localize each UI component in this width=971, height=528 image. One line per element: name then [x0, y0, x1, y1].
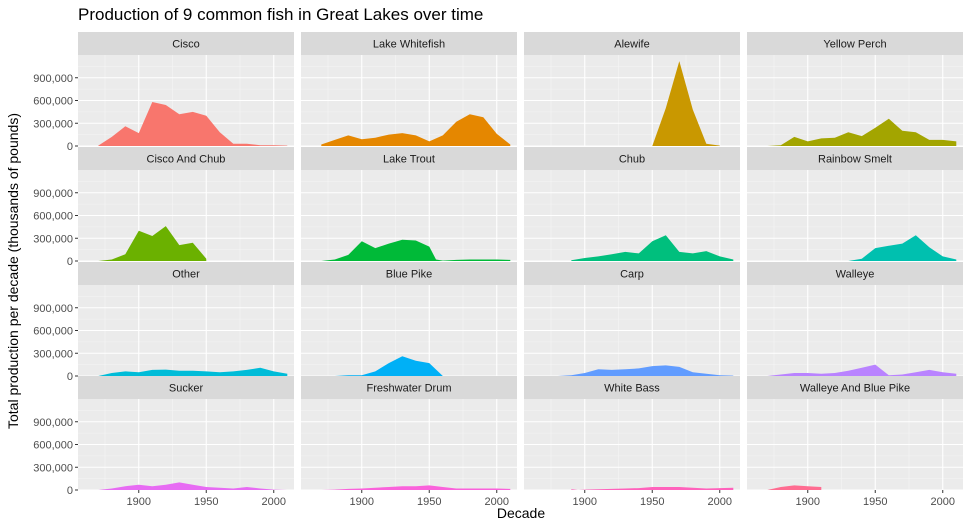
facet-cisco: Cisco: [78, 32, 294, 147]
facet-label: Walleye: [836, 269, 875, 281]
x-axis-title: Decade: [497, 505, 545, 521]
facet-label: White Bass: [604, 383, 660, 395]
area-walleye-and-blue-pike: [767, 485, 822, 490]
facet-sucker: Sucker: [78, 376, 294, 491]
area-chub: [571, 235, 734, 261]
area-lake-whitefish: [321, 114, 511, 146]
x-tick-label: 1950: [417, 496, 441, 508]
area-sucker: [98, 482, 288, 490]
y-tick-label: 0: [67, 256, 73, 268]
area-cisco: [98, 102, 288, 146]
facet-label: Cisco And Chub: [147, 154, 226, 166]
facet-panels: Cisco Lake Whitefish Alewife Yellow Perch Ci…: [78, 32, 963, 491]
area-other: [98, 367, 288, 376]
facet-strip: [747, 147, 963, 170]
facet-label: Alewife: [614, 39, 649, 51]
facet-strip: [301, 262, 517, 285]
facet-lake-trout: Lake Trout: [301, 147, 517, 262]
facet-strip: [747, 376, 963, 399]
facet-strip: [747, 32, 963, 55]
facet-label: Sucker: [169, 383, 204, 395]
x-tick-label: 2000: [708, 496, 732, 508]
area-yellow-perch: [767, 118, 957, 146]
chart-title: Production of 9 common fish in Great Lak…: [78, 5, 483, 24]
facet-strip: [301, 376, 517, 399]
y-tick-label: 900,000: [33, 303, 73, 315]
facet-walleye: Walleye: [747, 262, 963, 377]
area-alewife: [652, 61, 720, 146]
facet-label: Blue Pike: [386, 269, 432, 281]
facet-other: Other: [78, 262, 294, 377]
y-tick-label: 900,000: [33, 188, 73, 200]
y-tick-label: 600,000: [33, 326, 73, 338]
facet-label: Freshwater Drum: [367, 383, 452, 395]
area-walleye: [767, 364, 957, 376]
area-carp: [557, 365, 734, 376]
facet-strip: [524, 376, 740, 399]
y-axis-title: Total production per decade (thousands o…: [5, 113, 21, 429]
x-tick-label: 2000: [931, 496, 955, 508]
x-tick-label: 1950: [640, 496, 664, 508]
facet-strip: [78, 32, 294, 55]
y-tick-label: 900,000: [33, 417, 73, 429]
x-tick-label: 1950: [863, 496, 887, 508]
facet-strip: [524, 147, 740, 170]
facet-carp: Carp: [524, 262, 740, 377]
facet-white-bass: White Bass: [524, 376, 740, 491]
facet-lake-whitefish: Lake Whitefish: [301, 32, 517, 147]
facet-alewife: Alewife: [524, 32, 740, 147]
facet-strip: [78, 147, 294, 170]
facet-yellow-perch: Yellow Perch: [747, 32, 963, 147]
area-freshwater-drum: [321, 485, 511, 490]
y-tick-label: 300,000: [33, 462, 73, 474]
facet-label: Lake Trout: [383, 154, 435, 166]
facet-rainbow-smelt: Rainbow Smelt: [747, 147, 963, 262]
facet-label: Rainbow Smelt: [818, 154, 892, 166]
y-tick-label: 300,000: [33, 348, 73, 360]
facet-strip: [78, 262, 294, 285]
facet-label: Other: [172, 269, 200, 281]
x-tick-label: 1900: [573, 496, 597, 508]
y-tick-label: 300,000: [33, 233, 73, 245]
facet-strip: [78, 376, 294, 399]
x-tick-label: 2000: [485, 496, 509, 508]
x-tick-label: 1900: [350, 496, 374, 508]
facet-strip: [301, 147, 517, 170]
area-lake-trout: [321, 239, 511, 261]
facet-walleye-and-blue-pike: Walleye And Blue Pike: [747, 376, 963, 491]
area-cisco-and-chub: [98, 226, 207, 261]
facet-freshwater-drum: Freshwater Drum: [301, 376, 517, 491]
y-tick-label: 600,000: [33, 440, 73, 452]
y-tick-label: 0: [67, 371, 73, 383]
facet-chub: Chub: [524, 147, 740, 262]
x-tick-label: 2000: [262, 496, 286, 508]
facet-strip: [301, 32, 517, 55]
facet-label: Chub: [619, 154, 645, 166]
y-tick-label: 600,000: [33, 211, 73, 223]
facet-cisco-and-chub: Cisco And Chub: [78, 147, 294, 262]
facet-strip: [524, 32, 740, 55]
facet-label: Carp: [620, 269, 644, 281]
facet-strip: [747, 262, 963, 285]
facet-label: Lake Whitefish: [373, 39, 445, 51]
area-rainbow-smelt: [848, 235, 957, 261]
x-tick-label: 1900: [127, 496, 151, 508]
facet-label: Cisco: [172, 39, 200, 51]
y-tick-label: 300,000: [33, 118, 73, 130]
area-blue-pike: [334, 356, 443, 376]
y-tick-label: 0: [67, 485, 73, 497]
y-tick-label: 900,000: [33, 73, 73, 85]
facet-label: Yellow Perch: [823, 39, 886, 51]
x-tick-label: 1950: [194, 496, 218, 508]
y-tick-label: 0: [67, 141, 73, 153]
facet-label: Walleye And Blue Pike: [800, 383, 910, 395]
x-axes: 1900 1950 2000 1900 1950 2000 1900 1950 2000 1900…: [127, 490, 955, 508]
x-tick-label: 1900: [796, 496, 820, 508]
y-tick-label: 600,000: [33, 96, 73, 108]
facet-blue-pike: Blue Pike: [301, 262, 517, 377]
y-axes: 0 300,000 600,000 900,000 0 300,000 600,000 900…: [33, 73, 78, 497]
facet-strip: [524, 262, 740, 285]
area-white-bass: [571, 487, 734, 490]
